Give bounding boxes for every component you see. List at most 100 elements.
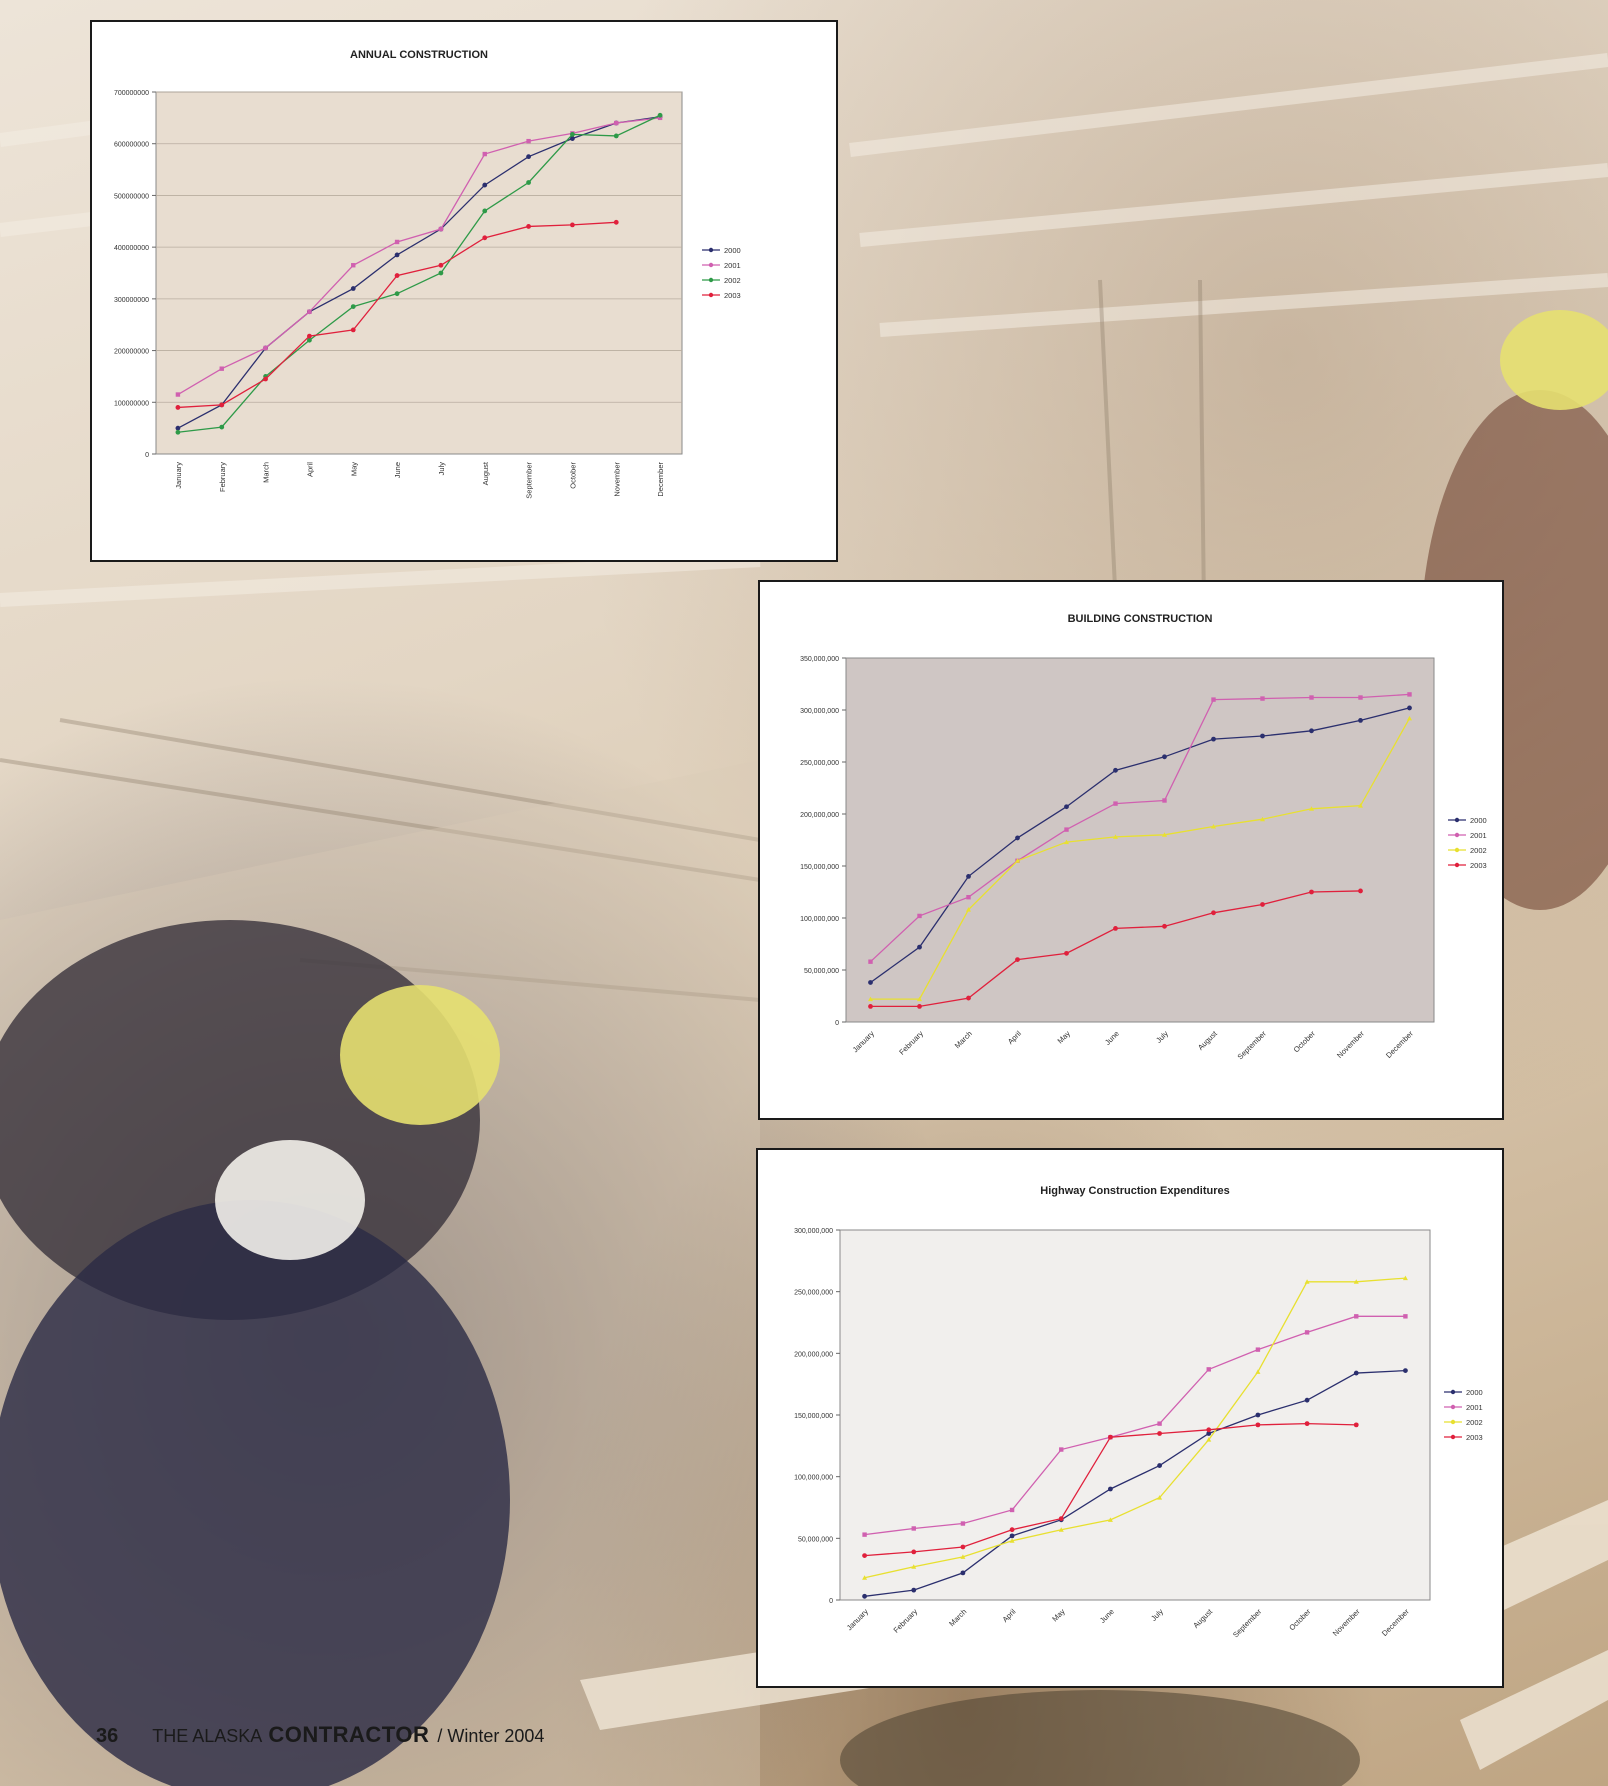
data-point-2002	[394, 291, 400, 297]
data-point-2003	[1260, 902, 1265, 907]
data-point-2001	[917, 913, 922, 919]
y-tick-label: 700000000	[114, 90, 149, 97]
x-tick-label: October	[1292, 1029, 1318, 1055]
data-point-2000	[1162, 754, 1167, 760]
data-point-2003	[1113, 926, 1118, 931]
highway-construction-svg: Highway Construction Expenditures 0 50,000…	[794, 1185, 1483, 1639]
legend-marker-2001	[1454, 832, 1460, 838]
x-tick-label: July	[1149, 1607, 1165, 1623]
data-point-2002	[1304, 1279, 1310, 1284]
data-point-2002	[1211, 823, 1216, 829]
highway-construction-chart: Highway Construction Expenditures 0 50,000…	[756, 1148, 1504, 1688]
data-point-2001	[1009, 1507, 1015, 1513]
data-point-2003	[1108, 1434, 1113, 1440]
legend-label: 2002	[1466, 1418, 1483, 1427]
x-tick-label: June	[1103, 1029, 1121, 1047]
data-point-2001	[614, 120, 619, 126]
data-point-2000	[1206, 1431, 1212, 1436]
data-point-2003	[868, 1004, 873, 1009]
x-tick-label: February	[218, 462, 227, 492]
x-tick-label: August	[1196, 1028, 1220, 1052]
legend-marker-2002	[1450, 1419, 1456, 1425]
data-point-2003	[1015, 957, 1020, 962]
x-tick-label: April	[305, 462, 314, 477]
x-tick-label: June	[1098, 1607, 1116, 1625]
x-tick-label: December	[656, 462, 665, 497]
data-point-2001	[966, 895, 971, 900]
data-point-2002	[1260, 816, 1265, 822]
chart-title: ANNUAL CONSTRUCTION	[350, 49, 488, 61]
data-point-2003	[394, 273, 400, 278]
data-point-2000	[966, 874, 971, 879]
chart-legend: 2000 2001 2002 2003	[1444, 1388, 1483, 1442]
data-point-2000	[1157, 1463, 1162, 1468]
data-point-2002	[1309, 806, 1314, 811]
series-line-2001	[177, 117, 661, 396]
data-point-2001	[394, 239, 400, 245]
data-point-2000	[350, 286, 356, 291]
x-tick-label: December	[1384, 1029, 1415, 1060]
data-point-2003	[570, 222, 575, 228]
data-point-2002	[482, 208, 488, 214]
data-point-2001	[1358, 695, 1363, 700]
x-tick-label: May	[1050, 1607, 1067, 1624]
data-point-2003	[1304, 1421, 1310, 1427]
data-point-2000	[1407, 705, 1412, 711]
data-point-2003	[917, 1004, 922, 1009]
x-tick-label: October	[1287, 1607, 1313, 1633]
data-point-2003	[1064, 950, 1069, 956]
data-point-2001	[868, 959, 873, 964]
y-tick-label: 350,000,000	[800, 656, 839, 663]
data-point-2001	[1403, 1314, 1408, 1319]
data-point-2002	[526, 180, 531, 185]
x-tick-label: March	[947, 1607, 968, 1628]
data-point-2003	[263, 376, 268, 382]
data-point-2003	[219, 402, 225, 408]
data-point-2003	[482, 235, 488, 241]
data-point-2003	[1211, 910, 1216, 916]
chart-legend: 2000 2001 2002 2003	[1448, 816, 1487, 870]
x-tick-label: August	[481, 461, 490, 485]
x-tick-label: September	[525, 461, 534, 498]
data-point-2003	[613, 219, 619, 225]
publication-name: CONTRACTOR	[268, 1722, 430, 1747]
y-tick-label: 300,000,000	[800, 708, 839, 715]
series-line-2000	[177, 116, 661, 429]
data-point-2000	[1358, 718, 1363, 723]
data-point-2002	[1064, 839, 1069, 845]
data-point-2002	[966, 907, 971, 912]
data-point-2001	[307, 309, 312, 314]
legend-marker-2003	[708, 292, 714, 298]
x-tick-label: January	[174, 462, 183, 489]
data-point-2002	[657, 112, 663, 118]
data-point-2000	[1353, 1370, 1359, 1376]
data-point-2002	[438, 270, 444, 276]
series-line-2002	[864, 1277, 1406, 1579]
data-point-2001	[1260, 696, 1265, 701]
data-point-2002	[1113, 834, 1118, 839]
data-point-2000	[1260, 733, 1265, 739]
data-point-2000	[1304, 1397, 1310, 1403]
x-tick-label: January	[851, 1029, 876, 1054]
data-point-2002	[1402, 1275, 1408, 1281]
data-point-2001	[960, 1521, 966, 1526]
data-point-2000	[1113, 767, 1118, 773]
series-line-2000	[870, 707, 1410, 984]
y-tick-label: 400000000	[114, 245, 149, 252]
legend-marker-2003	[1450, 1434, 1456, 1440]
data-point-2000	[917, 944, 922, 950]
x-tick-label: April	[1006, 1029, 1023, 1046]
legend-label: 2001	[1466, 1403, 1483, 1412]
data-point-2002	[1157, 1495, 1163, 1500]
data-point-2000	[960, 1570, 966, 1576]
x-tick-label: August	[1191, 1606, 1215, 1630]
data-point-2002	[1353, 1279, 1359, 1284]
y-tick-label: 100000000	[114, 400, 149, 407]
data-point-2002	[862, 1575, 868, 1580]
data-point-2003	[438, 262, 444, 268]
data-point-2003	[526, 224, 531, 229]
legend-marker-2000	[708, 247, 714, 253]
data-point-2002	[1058, 1527, 1064, 1532]
y-tick-label: 300,000,000	[794, 1228, 833, 1235]
data-point-2002	[1009, 1538, 1015, 1543]
